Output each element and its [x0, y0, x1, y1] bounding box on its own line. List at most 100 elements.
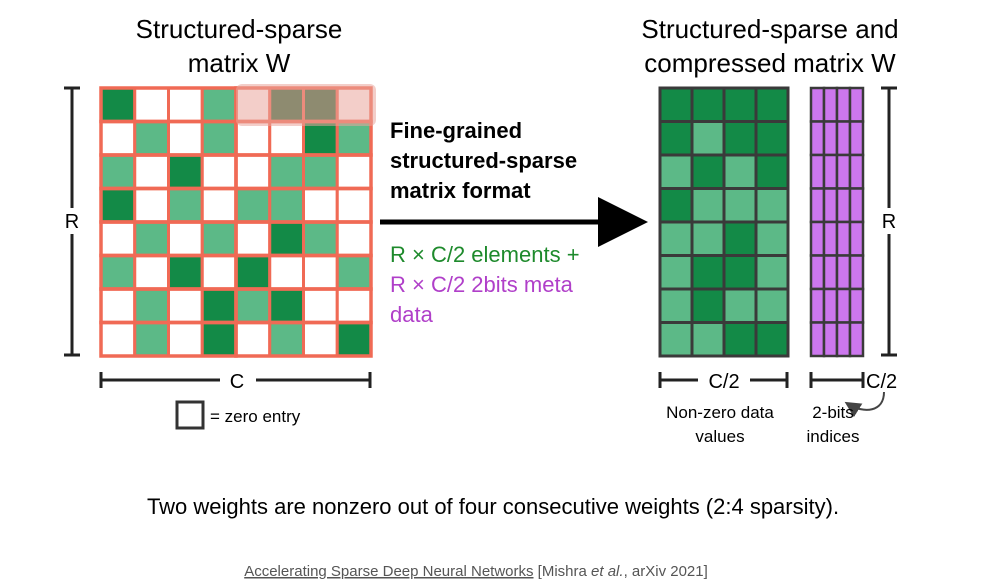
index-cell: [835, 120, 852, 157]
sparse-cell: [167, 254, 204, 291]
dense-cell: [754, 287, 790, 324]
sparse-cell: [133, 120, 170, 157]
c-half-label-values: C/2: [708, 371, 739, 393]
citation-etal: et al.: [591, 563, 624, 580]
c-label: C: [230, 371, 244, 393]
sparse-cell: [99, 287, 137, 324]
sparse-cell: [167, 86, 204, 123]
sparse-cell: [335, 254, 373, 291]
index-cell: [809, 86, 826, 123]
sparse-cell: [335, 287, 373, 324]
curved-pointer-arrow: [844, 391, 885, 418]
dense-cell: [722, 321, 758, 358]
sparse-cell: [234, 153, 272, 190]
index-cell: [822, 86, 839, 123]
elements-count-text: R × C/2 elements +: [390, 242, 580, 267]
sparse-cell: [99, 254, 137, 291]
index-cell: [822, 187, 839, 224]
index-cell: [809, 153, 826, 190]
dense-cell: [722, 120, 758, 157]
sparse-cell: [133, 153, 170, 190]
sparse-cell: [200, 321, 238, 358]
dense-cell: [658, 220, 694, 257]
zero-entry-label: = zero entry: [210, 407, 301, 426]
sparse-cell: [200, 86, 238, 123]
dense-cell: [658, 287, 694, 324]
dense-cell: [754, 187, 790, 224]
index-cell: [848, 187, 865, 224]
citation-link[interactable]: Accelerating Sparse Deep Neural Networks: [244, 563, 533, 580]
index-cell: [822, 120, 839, 157]
dense-cell: [754, 220, 790, 257]
r-label-left: R: [65, 211, 79, 233]
sparse-cell: [234, 187, 272, 224]
index-cell: [822, 220, 839, 257]
index-cell: [835, 254, 852, 291]
index-cell: [822, 254, 839, 291]
sparse-cell: [234, 287, 272, 324]
index-cell: [835, 220, 852, 257]
sparse-cell: [133, 220, 170, 257]
arrow-label-line-1: Fine-grained: [390, 118, 522, 143]
index-cell: [835, 287, 852, 324]
index-cell: [809, 220, 826, 257]
sparse-cell: [133, 254, 170, 291]
sparse-cell: [99, 86, 137, 123]
arrow-label-line-3: matrix format: [390, 178, 531, 203]
index-cell: [848, 120, 865, 157]
index-cell: [809, 321, 826, 358]
dense-cell: [722, 254, 758, 291]
sparse-cell: [200, 153, 238, 190]
sparse-cell: [268, 187, 305, 224]
nonzero-caption-line-1: Non-zero data: [666, 403, 774, 422]
sparse-cell: [167, 220, 204, 257]
sparse-cell: [302, 254, 339, 291]
dense-cell: [722, 86, 758, 123]
sparse-cell: [268, 120, 305, 157]
sparse-cell: [268, 254, 305, 291]
sparse-cell: [234, 321, 272, 358]
dense-cell: [658, 153, 694, 190]
sparse-cell: [234, 220, 272, 257]
arrow-label-line-2: structured-sparse: [390, 148, 577, 173]
sparse-cell: [234, 254, 272, 291]
citation-post: , arXiv 2021]: [624, 563, 708, 580]
summary-text: Two weights are nonzero out of four cons…: [147, 494, 839, 519]
sparse-cell: [335, 153, 373, 190]
sparse-cell: [133, 187, 170, 224]
dense-cell: [658, 86, 694, 123]
sparse-cell: [200, 187, 238, 224]
c-half-label-indices: C/2: [866, 371, 897, 393]
dense-cell: [658, 120, 694, 157]
sparse-cell: [302, 220, 339, 257]
dense-cell: [754, 86, 790, 123]
sparse-cell: [99, 187, 137, 224]
sparse-cell: [200, 287, 238, 324]
sparse-cell: [302, 120, 339, 157]
sparse-cell: [268, 287, 305, 324]
index-cell: [848, 254, 865, 291]
dense-cell: [754, 254, 790, 291]
dense-cell: [690, 86, 726, 123]
index-cell: [848, 86, 865, 123]
sparse-cell: [234, 120, 272, 157]
indices-caption-line-1: 2-bits: [812, 403, 854, 422]
dense-cell: [722, 153, 758, 190]
index-cell: [848, 321, 865, 358]
sparse-cell: [99, 321, 137, 358]
right-title-line-2: compressed matrix W: [644, 48, 896, 78]
dense-cell: [754, 153, 790, 190]
index-cell: [835, 153, 852, 190]
metadata-text-line-2: data: [390, 302, 434, 327]
dense-cell: [690, 254, 726, 291]
dense-cell: [754, 120, 790, 157]
metadata-text-line-1: R × C/2 2bits meta: [390, 272, 574, 297]
sparse-cell: [200, 254, 238, 291]
sparse-cell: [200, 120, 238, 157]
sparse-cell: [302, 187, 339, 224]
sparse-cell: [99, 220, 137, 257]
sparse-cell: [133, 287, 170, 324]
r-label-right: R: [882, 211, 896, 233]
left-title-line-2: matrix W: [188, 48, 291, 78]
